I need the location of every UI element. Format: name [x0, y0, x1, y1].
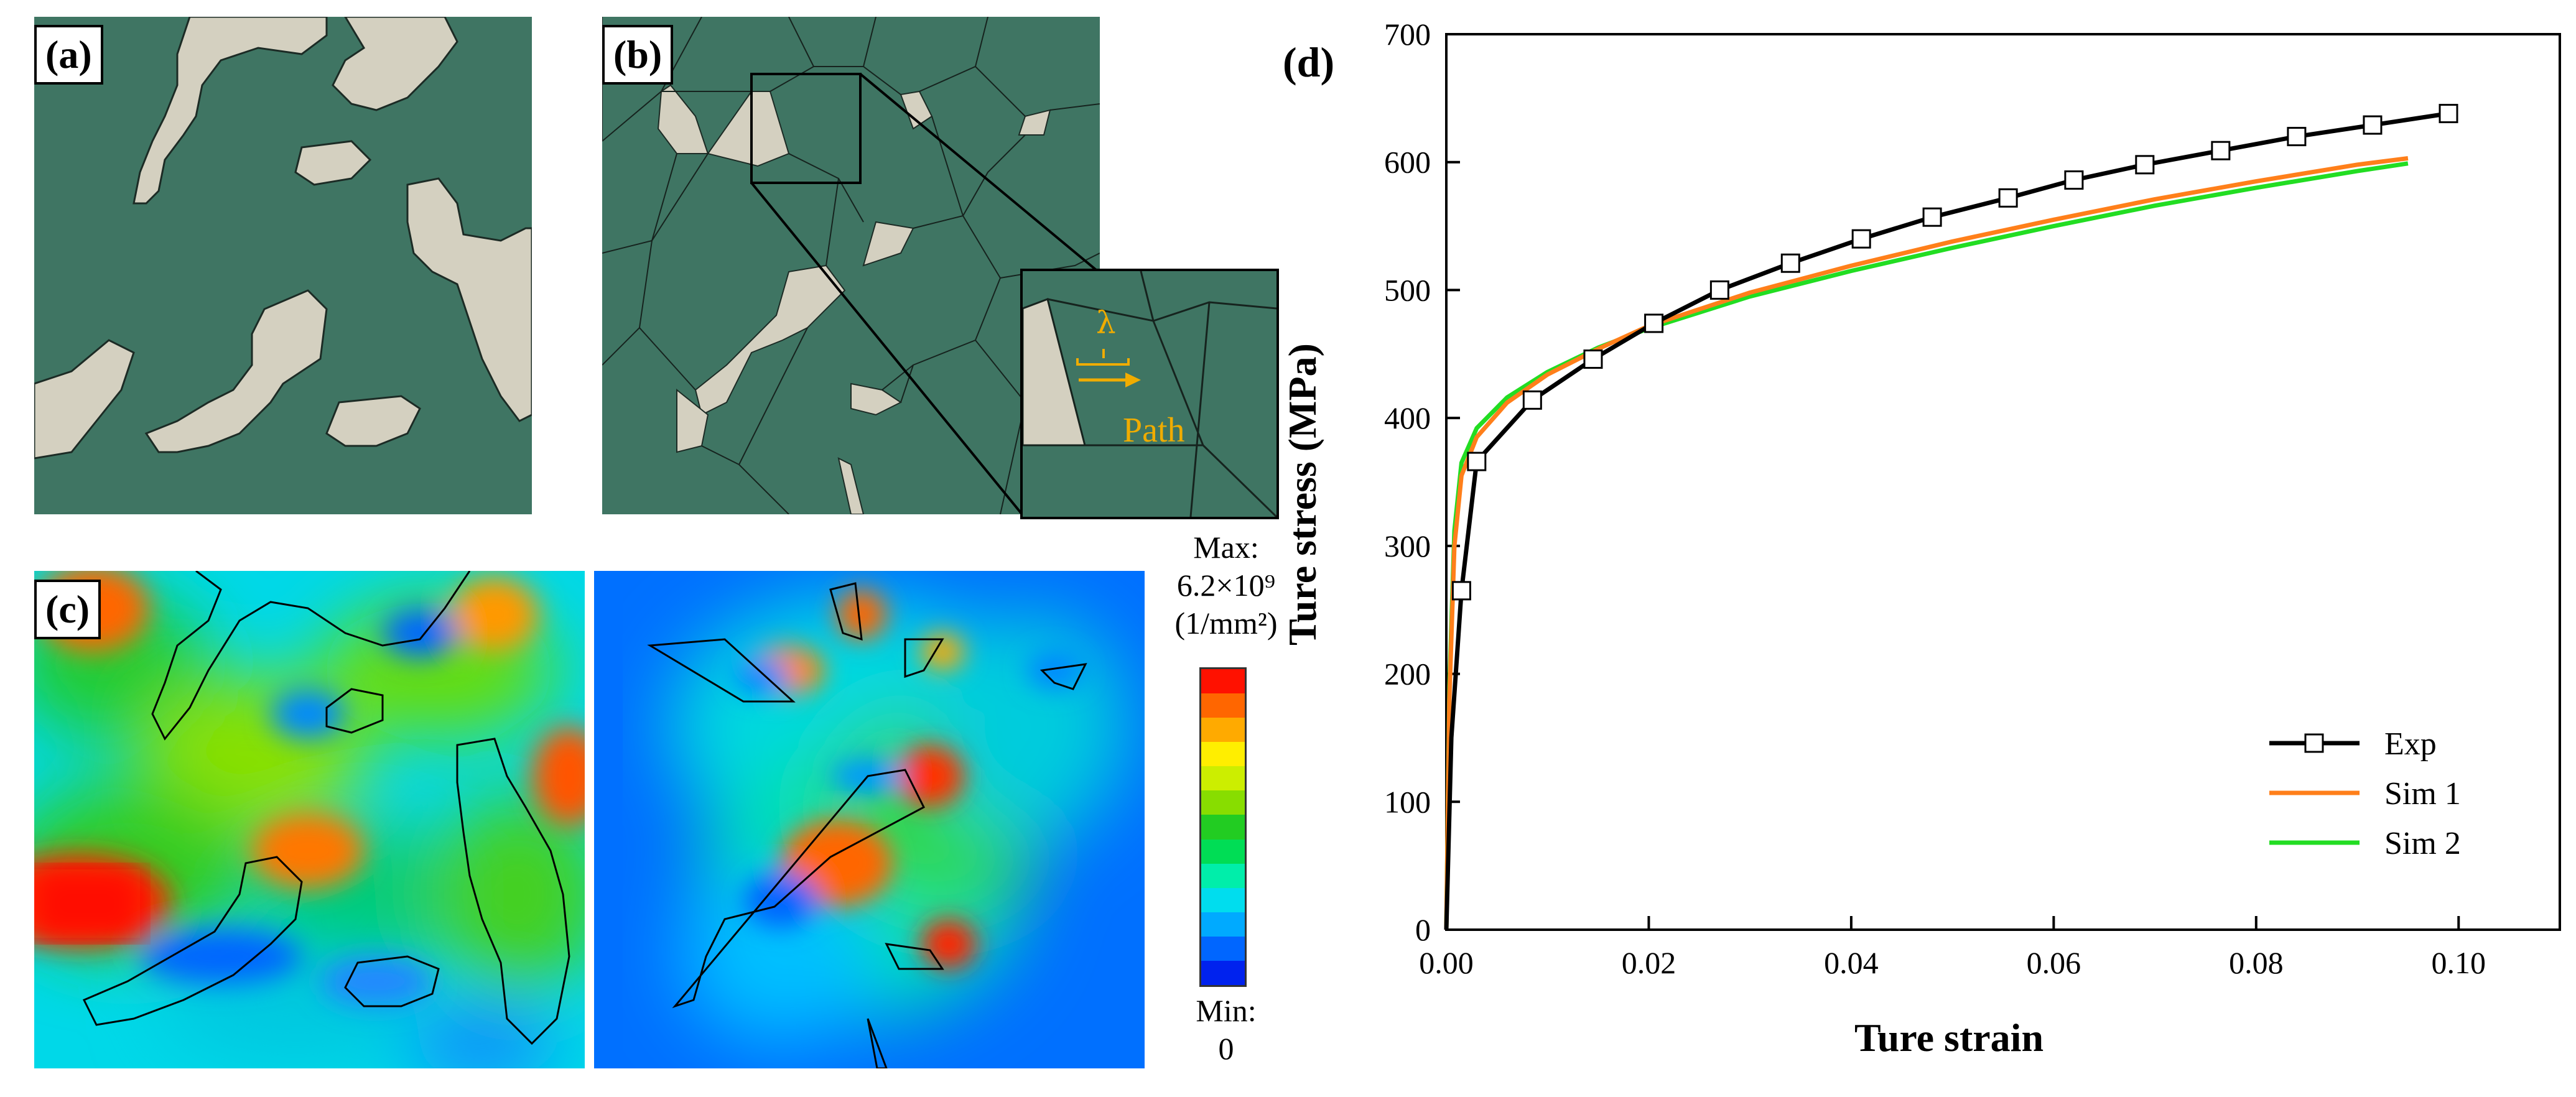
y-tick-label: 400 — [1384, 400, 1431, 435]
data-point-marker — [1451, 581, 1471, 601]
x-tick-label: 0.06 — [2027, 945, 2081, 980]
dislocation-density-map-left — [34, 571, 585, 1068]
simulated-microstructure-b — [602, 17, 1100, 514]
y-tick-label: 200 — [1384, 657, 1431, 692]
colorbar-min-label: Min: — [1196, 993, 1257, 1028]
y-tick-label: 600 — [1384, 145, 1431, 180]
data-point-marker — [1467, 451, 1487, 471]
x-tick-label: 0.08 — [2229, 945, 2284, 980]
colorbar-segment — [1201, 766, 1245, 791]
data-point-marker — [1583, 349, 1603, 369]
data-point-marker — [1851, 229, 1871, 249]
y-axis-label: Ture stress (MPa) — [1280, 343, 1324, 646]
series-line-sim-1 — [1444, 156, 2409, 930]
y-tick-label: 0 — [1415, 912, 1431, 947]
chart-legend: Exp Sim 1 Sim 2 — [2269, 726, 2461, 861]
colorbar-segment — [1201, 839, 1245, 864]
colorbar-segment — [1201, 936, 1245, 961]
zoom-inset — [1020, 269, 1279, 519]
data-point-marker — [2439, 104, 2458, 124]
contour-map-right-image — [594, 571, 1145, 1068]
voronoi-microstructure-image — [602, 17, 1100, 514]
data-point-marker — [2287, 127, 2307, 147]
colorbar-min-labels: Min: 0 — [1167, 992, 1285, 1068]
data-point-marker — [1522, 390, 1542, 410]
micrograph-a — [34, 17, 532, 514]
x-tick-label: 0.04 — [1824, 945, 1879, 980]
colorbar-segment — [1201, 960, 1245, 985]
colorbar-segment — [1201, 815, 1245, 840]
panel-label-d: (d) — [1283, 39, 1334, 86]
legend-label: Sim 1 — [2384, 776, 2461, 812]
panel-label-c: (c) — [34, 580, 101, 639]
colorbar-segment — [1201, 718, 1245, 743]
legend-label: Exp — [2384, 726, 2437, 762]
lambda-symbol: λ — [1096, 305, 1116, 341]
colorbar-segment — [1201, 669, 1245, 694]
colorbar-segment — [1201, 912, 1245, 937]
chart-series — [1444, 104, 2458, 930]
data-point-marker — [1709, 280, 1729, 300]
plot-frame — [1445, 33, 2561, 931]
colorbar-segment — [1201, 790, 1245, 815]
panel-label-a: (a) — [34, 25, 103, 85]
zoom-inset-image — [1023, 271, 1276, 517]
colorbar-segment — [1201, 863, 1245, 888]
path-label: Path — [1123, 411, 1185, 450]
y-tick-label: 500 — [1384, 272, 1431, 307]
x-tick-label: 0.10 — [2432, 945, 2486, 980]
panel-label-b: (b) — [602, 25, 674, 85]
data-point-marker — [2064, 170, 2084, 190]
data-point-marker — [1998, 188, 2018, 208]
micrograph-a-image — [34, 17, 532, 514]
colorbar — [1199, 667, 1247, 987]
x-tick-label: 0.00 — [1419, 945, 1474, 980]
legend-marker — [2304, 733, 2324, 753]
colorbar-segment — [1201, 887, 1245, 912]
y-tick-label: 700 — [1384, 17, 1431, 52]
y-tick-label: 300 — [1384, 529, 1431, 563]
colorbar-segment — [1201, 693, 1245, 718]
series-line-sim-2 — [1444, 161, 2409, 930]
chart-axes: 0.00 0.02 0.04 0.06 0.08 0.10 0 100 200 300 400 500… — [1384, 17, 2561, 980]
data-point-marker — [2363, 115, 2383, 135]
data-point-marker — [1922, 207, 1942, 227]
data-point-marker — [1644, 313, 1664, 333]
dislocation-density-map-right — [594, 571, 1145, 1068]
colorbar-max-labels: Max: 6.2×10⁹ (1/mm²) — [1167, 529, 1285, 642]
x-tick-label: 0.02 — [1622, 945, 1676, 980]
colorbar-unit: (1/mm²) — [1174, 606, 1278, 641]
colorbar-max-label: Max: — [1193, 530, 1259, 565]
colorbar-min-value: 0 — [1218, 1031, 1234, 1066]
colorbar-segment — [1201, 742, 1245, 767]
colorbar-max-value: 6.2×10⁹ — [1176, 568, 1276, 603]
data-point-marker — [2211, 141, 2231, 160]
data-point-marker — [2135, 155, 2155, 175]
contour-map-left-image — [34, 571, 585, 1068]
y-tick-label: 100 — [1384, 784, 1431, 819]
x-axis-label: Ture strain — [1854, 1016, 2044, 1060]
legend-label: Sim 2 — [2384, 826, 2461, 861]
data-point-marker — [1780, 253, 1800, 273]
series-line-exp — [1444, 111, 2449, 930]
